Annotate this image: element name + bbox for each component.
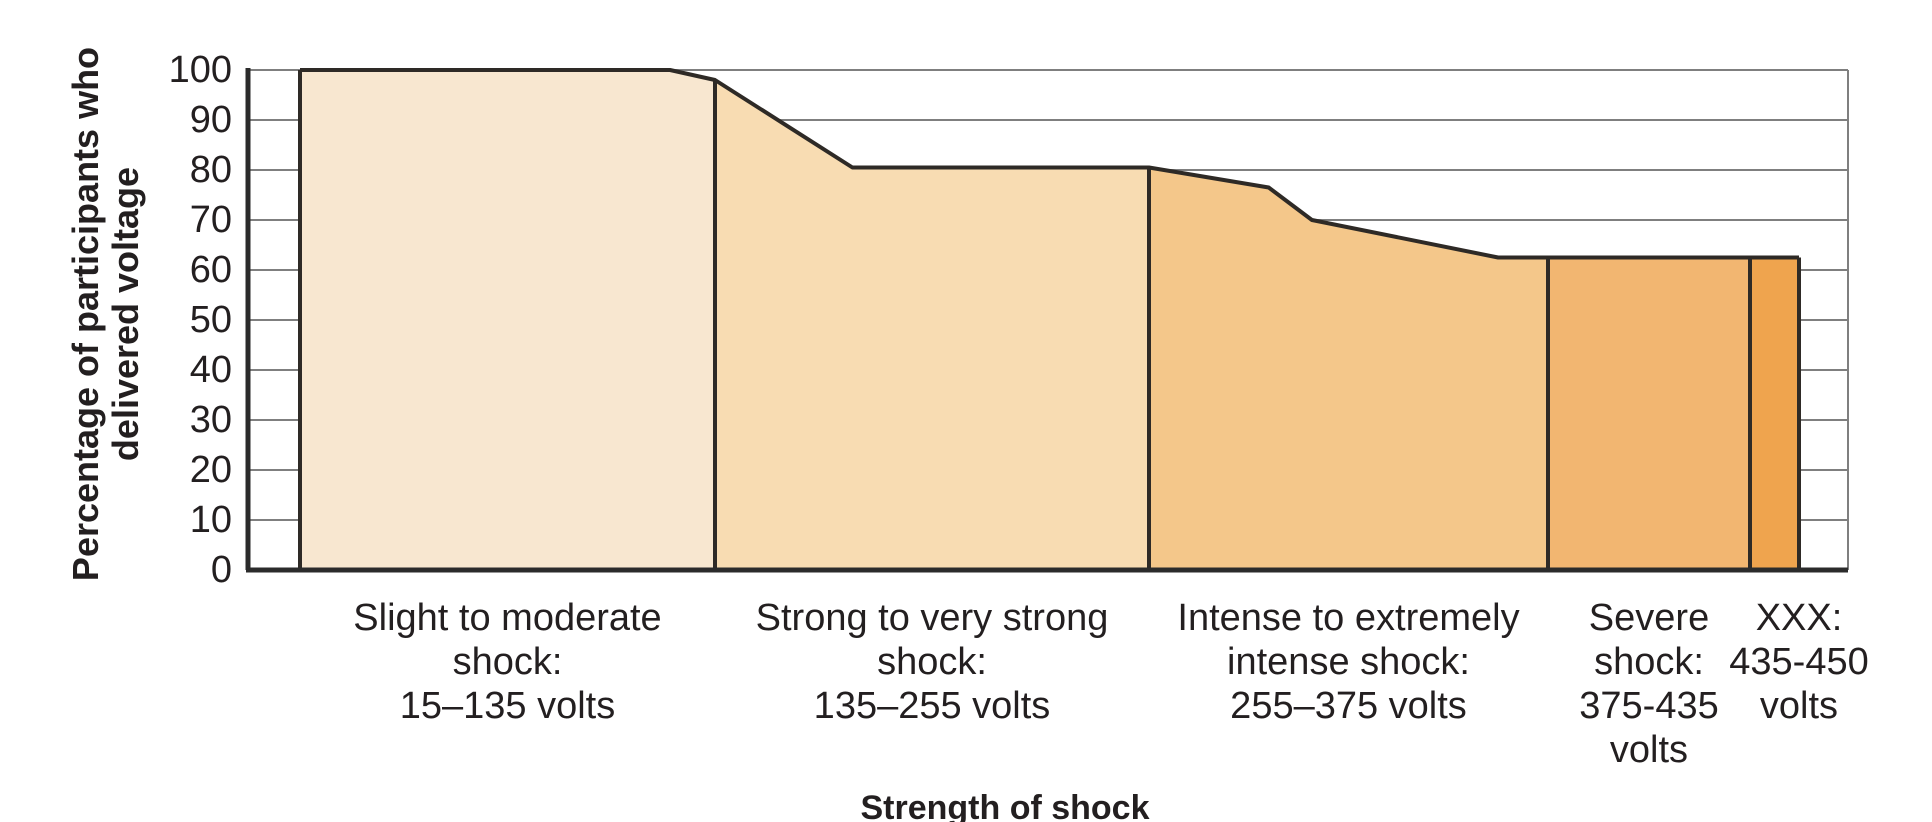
y-tick-label-30: 30: [189, 399, 232, 441]
band-area-2: [715, 80, 1149, 570]
y-tick-label-50: 50: [189, 299, 232, 341]
y-tick-label-90: 90: [189, 99, 232, 141]
y-tick-label-10: 10: [189, 499, 232, 541]
y-tick-label-40: 40: [189, 349, 232, 391]
band-area-5: [1750, 257, 1799, 570]
y-tick-label-80: 80: [189, 149, 232, 191]
x-axis-title: Strength of shock: [860, 789, 1150, 822]
x-category-label-4: Severe shock: 375-435 volts: [1579, 597, 1719, 771]
x-category-label-1: Slight to moderate shock: 15–135 volts: [353, 597, 662, 727]
y-tick-label-20: 20: [189, 449, 232, 491]
y-tick-label-100: 100: [168, 49, 232, 91]
y-tick-label-60: 60: [189, 249, 232, 291]
y-tick-label-0: 0: [210, 549, 232, 591]
x-category-label-5: XXX: 435-450 volts: [1729, 597, 1869, 727]
band-area-1: [300, 70, 715, 570]
y-tick-label-70: 70: [189, 199, 232, 241]
x-category-label-2: Strong to very strong shock: 135–255 volts: [755, 597, 1109, 727]
band-area-3: [1149, 167, 1548, 570]
band-area-4: [1548, 257, 1750, 570]
x-category-label-3: Intense to extremely intense shock: 255–37…: [1177, 597, 1520, 727]
